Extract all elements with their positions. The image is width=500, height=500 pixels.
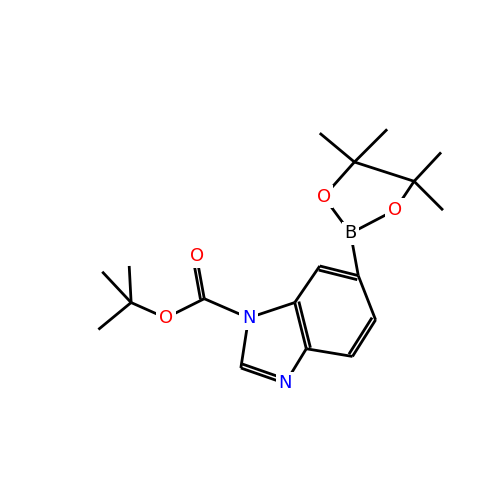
Text: B: B bbox=[344, 224, 356, 242]
Text: O: O bbox=[158, 309, 173, 327]
Text: O: O bbox=[316, 188, 330, 206]
Text: N: N bbox=[278, 374, 292, 392]
Text: O: O bbox=[388, 201, 402, 219]
Text: O: O bbox=[190, 248, 203, 266]
Text: N: N bbox=[242, 309, 256, 327]
